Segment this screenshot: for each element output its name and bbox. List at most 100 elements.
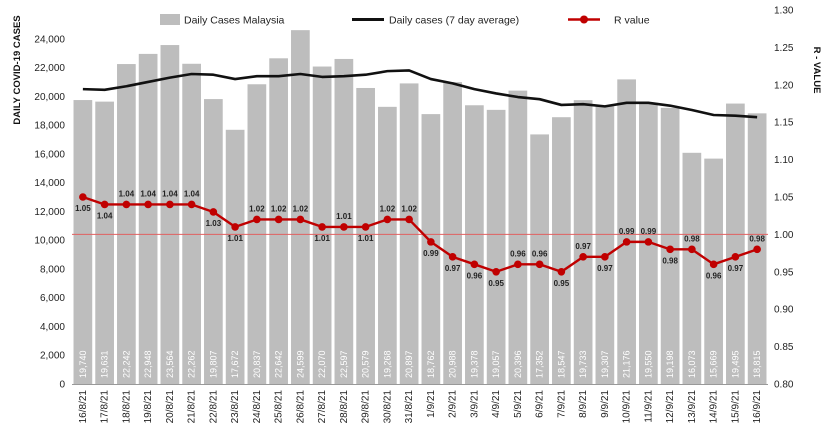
bar-value-label: 24,599 xyxy=(295,350,305,378)
x-tick-label: 26/8/21 xyxy=(295,390,306,424)
x-tick-label: 8/9/21 xyxy=(578,390,589,418)
bar xyxy=(465,105,484,385)
r-value-label: 1.01 xyxy=(358,234,374,243)
r-value-label: 0.96 xyxy=(532,249,548,258)
bar-value-label: 22,948 xyxy=(143,350,153,378)
bar-value-label: 19,307 xyxy=(600,350,610,378)
x-tick-label: 27/8/21 xyxy=(317,390,328,424)
y-tick-label: 4,000 xyxy=(40,322,65,333)
x-tick-label: 24/8/21 xyxy=(252,390,263,424)
r-value-point xyxy=(709,260,718,269)
r-value-label: 0.95 xyxy=(554,279,570,288)
r-value-label: 1.04 xyxy=(162,189,178,198)
bar xyxy=(508,90,528,384)
bar xyxy=(160,45,180,384)
r-value-point xyxy=(144,200,152,209)
bar-value-label: 19,631 xyxy=(100,350,110,378)
x-tick-label: 11/9/21 xyxy=(643,390,654,423)
r-value-point xyxy=(318,223,326,231)
r-value-point xyxy=(644,238,653,246)
legend-label-daily-cases: Daily Cases Malaysia xyxy=(184,15,285,27)
y2-tick-label: 1.00 xyxy=(774,230,794,241)
r-value-label: 1.02 xyxy=(380,204,396,213)
bar-value-label: 19,807 xyxy=(208,350,218,378)
bar-value-label: 18,547 xyxy=(556,350,566,378)
y-tick-label: 22,000 xyxy=(34,63,65,74)
x-tick-label: 16/8/21 xyxy=(78,390,89,424)
bar-value-label: 18,762 xyxy=(426,350,436,378)
r-value-label: 0.97 xyxy=(445,264,461,273)
y-tick-label: 14,000 xyxy=(34,178,65,189)
bar xyxy=(726,103,745,384)
y2-tick-label: 0.95 xyxy=(774,267,794,278)
r-value-point xyxy=(383,215,392,224)
r-value-point xyxy=(100,200,109,209)
r-value-point xyxy=(601,253,609,261)
seven-day-average-line xyxy=(82,69,758,119)
y2-tick-label: 1.05 xyxy=(774,193,794,204)
axes: 0 2,000 4,000 6,000 8,000 10,000 12,000 14,000 1… xyxy=(34,6,793,424)
bar-value-label: 20,837 xyxy=(252,350,262,378)
legend-swatch-daily-cases xyxy=(160,14,180,25)
y-tick-label: 12,000 xyxy=(34,207,65,218)
y-tick-label: 2,000 xyxy=(40,351,65,362)
r-value-point xyxy=(688,245,696,254)
bar-value-label: 22,262 xyxy=(187,350,197,378)
r-value-point xyxy=(209,208,218,216)
r-value-point xyxy=(340,223,348,231)
r-value-point xyxy=(731,253,740,261)
r-value-label: 0.98 xyxy=(749,234,765,243)
bar-value-label: 15,669 xyxy=(709,350,719,378)
r-value-label: 0.99 xyxy=(619,227,635,236)
bar-value-label: 19,057 xyxy=(491,350,501,378)
r-value-label: 1.02 xyxy=(401,204,417,213)
r-value-point xyxy=(274,215,283,224)
x-tick-label: 10/9/21 xyxy=(622,390,633,424)
y-tick-label: 18,000 xyxy=(34,121,65,132)
y2-tick-label: 1.30 xyxy=(774,6,794,17)
x-tick-label: 15/9/21 xyxy=(730,390,741,424)
y-tick-label: 10,000 xyxy=(34,236,65,247)
bar xyxy=(573,100,593,385)
x-tick-label: 2/9/21 xyxy=(448,390,459,418)
bar-value-label: 22,070 xyxy=(317,350,327,378)
x-tick-label: 28/8/21 xyxy=(339,390,350,424)
bar xyxy=(95,101,114,385)
r-value-label: 0.98 xyxy=(662,256,678,265)
legend-label-7day-average: Daily cases (7 day average) xyxy=(389,15,519,27)
x-tick-label: 22/8/21 xyxy=(208,390,219,424)
y2-tick-label: 1.15 xyxy=(774,118,794,129)
bar-value-label: 20,396 xyxy=(513,350,523,378)
bar xyxy=(138,53,158,384)
bar xyxy=(399,83,419,384)
legend: Daily Cases Malaysia Daily cases (7 day … xyxy=(160,14,650,27)
y-tick-label: 8,000 xyxy=(40,264,65,275)
r-value-label: 0.97 xyxy=(597,264,613,273)
r-value-label: 1.04 xyxy=(119,189,135,198)
y-axis-title: DAILY COVID-19 CASES xyxy=(12,15,23,124)
bar-value-label: 21,176 xyxy=(622,350,632,378)
x-tick-label: 30/8/21 xyxy=(382,390,393,424)
x-tick-label: 21/8/21 xyxy=(187,390,198,424)
bar xyxy=(595,106,615,384)
bar xyxy=(117,64,136,385)
r-value-point xyxy=(405,215,413,224)
x-tick-label: 29/8/21 xyxy=(361,390,372,424)
x-tick-label: 9/9/21 xyxy=(600,390,611,418)
legend-swatch-r-value-marker xyxy=(580,15,588,24)
legend-label-r-value: R value xyxy=(614,15,650,27)
bar xyxy=(73,100,93,384)
bar xyxy=(225,129,245,384)
y2-tick-label: 0.85 xyxy=(774,342,794,353)
bar xyxy=(530,134,549,384)
bar-value-label: 22,242 xyxy=(121,350,131,378)
r-value-point xyxy=(579,253,587,261)
y2-tick-label: 1.10 xyxy=(774,155,794,166)
x-tick-label: 14/9/21 xyxy=(709,390,720,424)
y-tick-label: 16,000 xyxy=(34,149,65,160)
average-line-layer xyxy=(82,69,758,119)
x-tick-label: 19/8/21 xyxy=(143,390,154,424)
r-value-point xyxy=(492,268,500,276)
y-tick-label: 24,000 xyxy=(34,34,65,45)
x-tick-label: 18/8/21 xyxy=(121,390,132,424)
